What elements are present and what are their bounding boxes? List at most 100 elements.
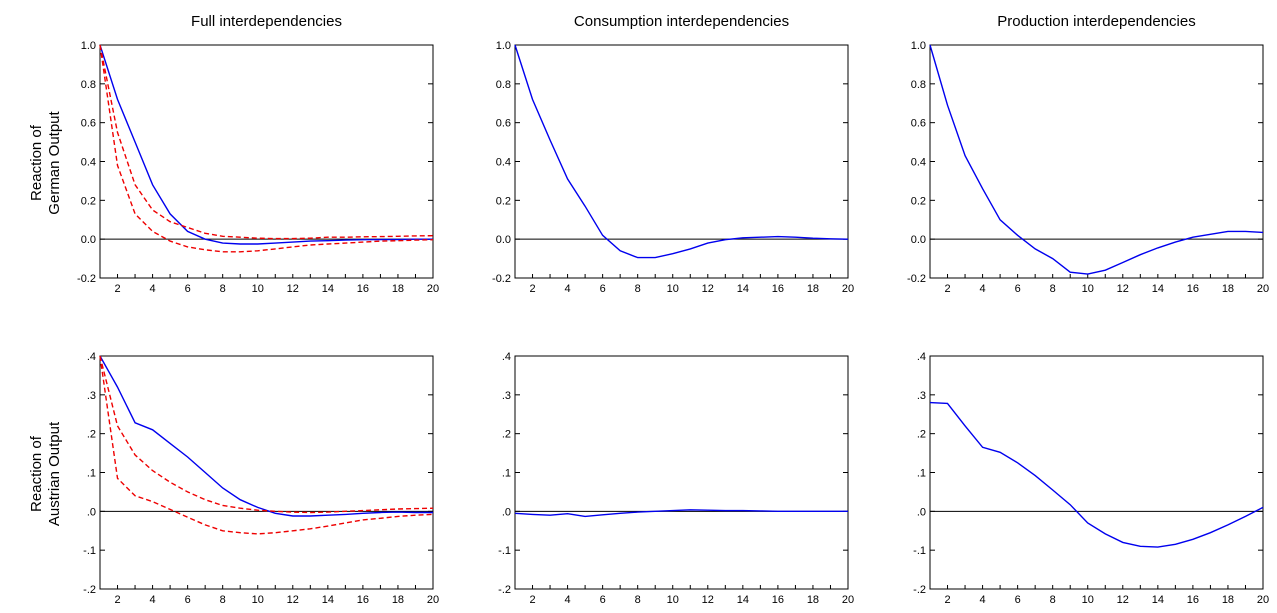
x-tick-label: 8 [220, 594, 226, 606]
y-tick-label: 0.6 [911, 118, 926, 130]
y-tick-label: -.2 [498, 584, 511, 596]
x-tick-label: 14 [1152, 283, 1164, 295]
x-tick-label: 12 [1117, 283, 1129, 295]
x-tick-label: 16 [772, 594, 784, 606]
impulse-response-line [514, 509, 848, 518]
x-tick-label: 2 [944, 283, 950, 295]
x-tick-label: 14 [737, 283, 749, 295]
y-tick-label: 1.0 [911, 40, 926, 52]
x-tick-label: 12 [1117, 594, 1129, 606]
chart-title: Production interdependencies [997, 13, 1195, 30]
x-tick-label: 8 [635, 283, 641, 295]
x-tick-label: 10 [667, 283, 679, 295]
chart-panel-6: -.2 -.1 .0 .1 .2 .3 .4 2 4 6 8 10 12 14 16 18 20 [913, 351, 1269, 606]
impulse-response-line [929, 44, 1264, 275]
x-tick-label: 16 [1187, 594, 1199, 606]
x-tick-label: 18 [807, 594, 819, 606]
plot-frame [99, 355, 434, 590]
x-tick-label: 20 [842, 283, 854, 295]
row-label-austrian-line2: Austrian Output [46, 421, 63, 526]
y-tick-label: .0 [917, 506, 926, 518]
x-tick-label: 4 [565, 594, 571, 606]
confidence-band-line [99, 355, 434, 514]
x-tick-label: 4 [980, 283, 986, 295]
x-tick-label: 2 [114, 594, 120, 606]
y-tick-label: .2 [502, 429, 511, 441]
impulse-response-line [99, 355, 433, 517]
y-tick-label: .3 [917, 390, 926, 402]
x-tick-label: 20 [842, 594, 854, 606]
x-tick-label: 2 [114, 283, 120, 295]
y-tick-label: -.2 [83, 584, 96, 596]
y-tick-label: -.2 [913, 584, 926, 596]
y-tick-label: .4 [917, 351, 926, 363]
y-tick-label: 0.6 [496, 118, 511, 130]
x-tick-label: 4 [150, 594, 156, 606]
x-tick-label: 6 [1015, 594, 1021, 606]
panels: Full interdependencies -0.2 0.0 0.2 0.4 0.6 0.… [77, 13, 1269, 606]
x-tick-label: 4 [150, 283, 156, 295]
x-tick-label: 14 [322, 283, 334, 295]
chart-panel-1: Full interdependencies -0.2 0.0 0.2 0.4 0.6 0.… [77, 13, 439, 295]
x-tick-label: 18 [1222, 283, 1234, 295]
x-tick-label: 6 [185, 283, 191, 295]
y-tick-label: 0.8 [496, 79, 511, 91]
y-tick-label: 0.0 [81, 234, 96, 246]
x-tick-label: 2 [529, 594, 535, 606]
y-tick-label: -0.2 [77, 273, 96, 285]
row-label-austrian-line1: Reaction of [28, 435, 45, 512]
x-tick-label: 6 [600, 283, 606, 295]
y-tick-label: -.1 [83, 545, 96, 557]
x-tick-label: 14 [737, 594, 749, 606]
plot-frame [514, 44, 849, 279]
plot-frame [514, 355, 849, 590]
confidence-band-line [99, 44, 434, 240]
x-tick-label: 2 [944, 594, 950, 606]
y-tick-label: -.1 [498, 545, 511, 557]
y-tick-label: 0.2 [81, 195, 96, 207]
y-tick-label: 0.0 [496, 234, 511, 246]
x-tick-label: 12 [702, 283, 714, 295]
y-tick-label: .1 [917, 468, 926, 480]
y-tick-label: .4 [87, 351, 96, 363]
impulse-response-line [514, 44, 849, 259]
x-tick-label: 10 [252, 594, 264, 606]
chart-panel-4: -.2 -.1 .0 .1 .2 .3 .4 2 4 6 8 10 12 14 16 18 20 [83, 351, 439, 606]
x-tick-label: 20 [427, 283, 439, 295]
x-tick-label: 4 [565, 283, 571, 295]
y-tick-label: 0.2 [911, 195, 926, 207]
row-label-german-line2: German Output [46, 110, 63, 214]
y-tick-label: -0.2 [907, 273, 926, 285]
x-tick-label: 8 [1050, 594, 1056, 606]
confidence-band-line [99, 44, 434, 253]
y-tick-label: 0.0 [911, 234, 926, 246]
chart-panel-5: -.2 -.1 .0 .1 .2 .3 .4 2 4 6 8 10 12 14 16 18 20 [498, 351, 854, 606]
y-tick-label: .0 [87, 506, 96, 518]
x-tick-label: 16 [357, 283, 369, 295]
y-tick-label: 0.2 [496, 195, 511, 207]
x-tick-label: 16 [772, 283, 784, 295]
y-tick-label: 0.4 [911, 157, 926, 169]
y-tick-label: .2 [917, 429, 926, 441]
x-tick-label: 16 [357, 594, 369, 606]
y-tick-label: 0.4 [496, 157, 511, 169]
confidence-band-line [99, 355, 434, 535]
x-tick-label: 10 [1082, 594, 1094, 606]
x-tick-label: 18 [392, 594, 404, 606]
x-tick-label: 10 [252, 283, 264, 295]
x-tick-label: 20 [1257, 594, 1269, 606]
y-tick-label: 1.0 [81, 40, 96, 52]
y-tick-label: .3 [502, 390, 511, 402]
x-tick-label: 6 [600, 594, 606, 606]
y-tick-label: 0.8 [81, 79, 96, 91]
x-tick-label: 16 [1187, 283, 1199, 295]
y-tick-label: .2 [87, 429, 96, 441]
x-tick-label: 14 [322, 594, 334, 606]
x-tick-label: 14 [1152, 594, 1164, 606]
y-tick-label: .4 [502, 351, 511, 363]
chart-panel-3: Production interdependencies -0.2 0.0 0.2 0.… [907, 13, 1269, 295]
y-tick-label: .1 [502, 468, 511, 480]
y-tick-label: .0 [502, 506, 511, 518]
impulse-response-line [929, 401, 1264, 548]
